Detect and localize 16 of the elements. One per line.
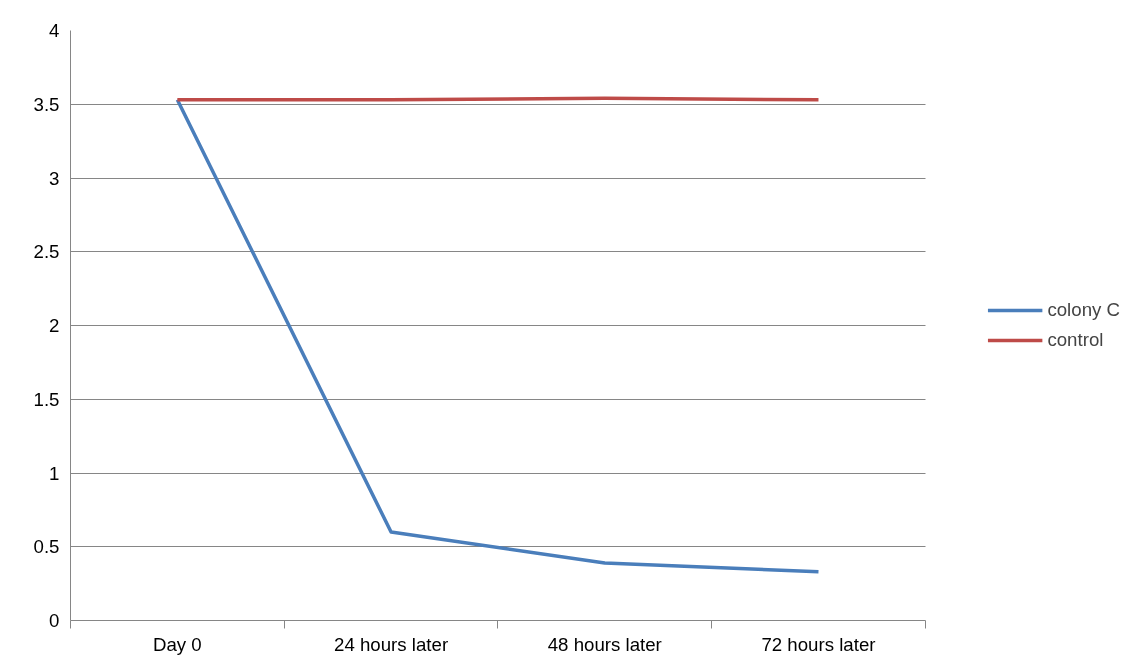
y-tick-label: 3.5: [33, 93, 60, 115]
y-tick-label: 2.5: [33, 241, 60, 263]
x-tick-label: 24 hours later: [334, 633, 449, 655]
y-tick-label: 1: [49, 462, 60, 484]
y-tick-label: 1.5: [33, 388, 60, 410]
y-tick-label: 4: [49, 20, 60, 41]
x-tick-label: 72 hours later: [761, 633, 876, 655]
legend-label: colony C: [1047, 299, 1120, 321]
y-tick-label: 3: [49, 167, 60, 189]
y-tick-label: 0: [49, 610, 60, 631]
y-tick-label: 2: [49, 315, 60, 336]
legend-label: control: [1047, 329, 1104, 351]
y-tick-label: 0.5: [33, 536, 60, 558]
line-series: [175, 98, 821, 574]
x-tick-label: Day 0: [152, 633, 202, 655]
x-tick-label: 48 hours later: [547, 633, 662, 655]
